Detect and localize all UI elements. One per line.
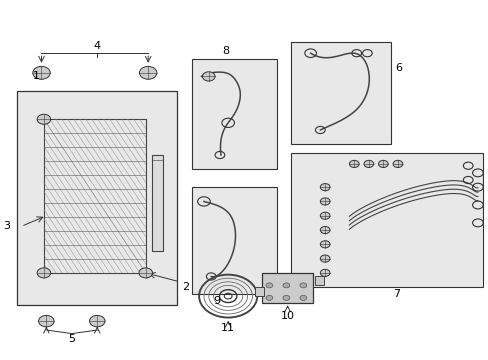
Circle shape [378, 160, 387, 167]
Circle shape [39, 315, 54, 327]
Circle shape [139, 66, 157, 79]
Circle shape [33, 66, 50, 79]
Text: 1: 1 [33, 71, 40, 81]
Text: 11: 11 [221, 323, 235, 333]
Circle shape [89, 315, 105, 327]
Bar [191, 59, 276, 169]
Bar [191, 187, 276, 294]
Circle shape [320, 184, 329, 191]
Bar [315, 276, 324, 285]
Bar [262, 273, 312, 303]
Circle shape [37, 268, 51, 278]
Circle shape [320, 212, 329, 219]
Circle shape [392, 160, 402, 167]
Text: 6: 6 [395, 63, 402, 73]
Bar [291, 153, 482, 287]
Text: 2: 2 [182, 282, 189, 292]
Circle shape [320, 255, 329, 262]
Circle shape [320, 241, 329, 248]
Bar [254, 287, 263, 296]
Circle shape [320, 198, 329, 205]
Circle shape [37, 114, 51, 124]
Circle shape [320, 226, 329, 234]
Circle shape [299, 283, 306, 288]
Text: 5: 5 [68, 334, 75, 344]
Circle shape [265, 283, 272, 288]
Text: 10: 10 [280, 311, 294, 321]
Text: 8: 8 [222, 46, 229, 57]
Bar [17, 91, 177, 305]
Text: 9: 9 [213, 296, 221, 306]
Bar [152, 155, 163, 251]
Text: 3: 3 [3, 221, 10, 231]
Circle shape [265, 296, 272, 300]
Circle shape [299, 296, 306, 300]
Circle shape [363, 160, 373, 167]
Circle shape [202, 72, 215, 81]
Circle shape [320, 269, 329, 276]
Circle shape [349, 160, 358, 167]
Bar [291, 42, 390, 144]
Text: 4: 4 [94, 41, 101, 51]
Circle shape [283, 283, 289, 288]
Circle shape [139, 268, 152, 278]
Circle shape [283, 296, 289, 300]
Text: 7: 7 [392, 289, 399, 299]
